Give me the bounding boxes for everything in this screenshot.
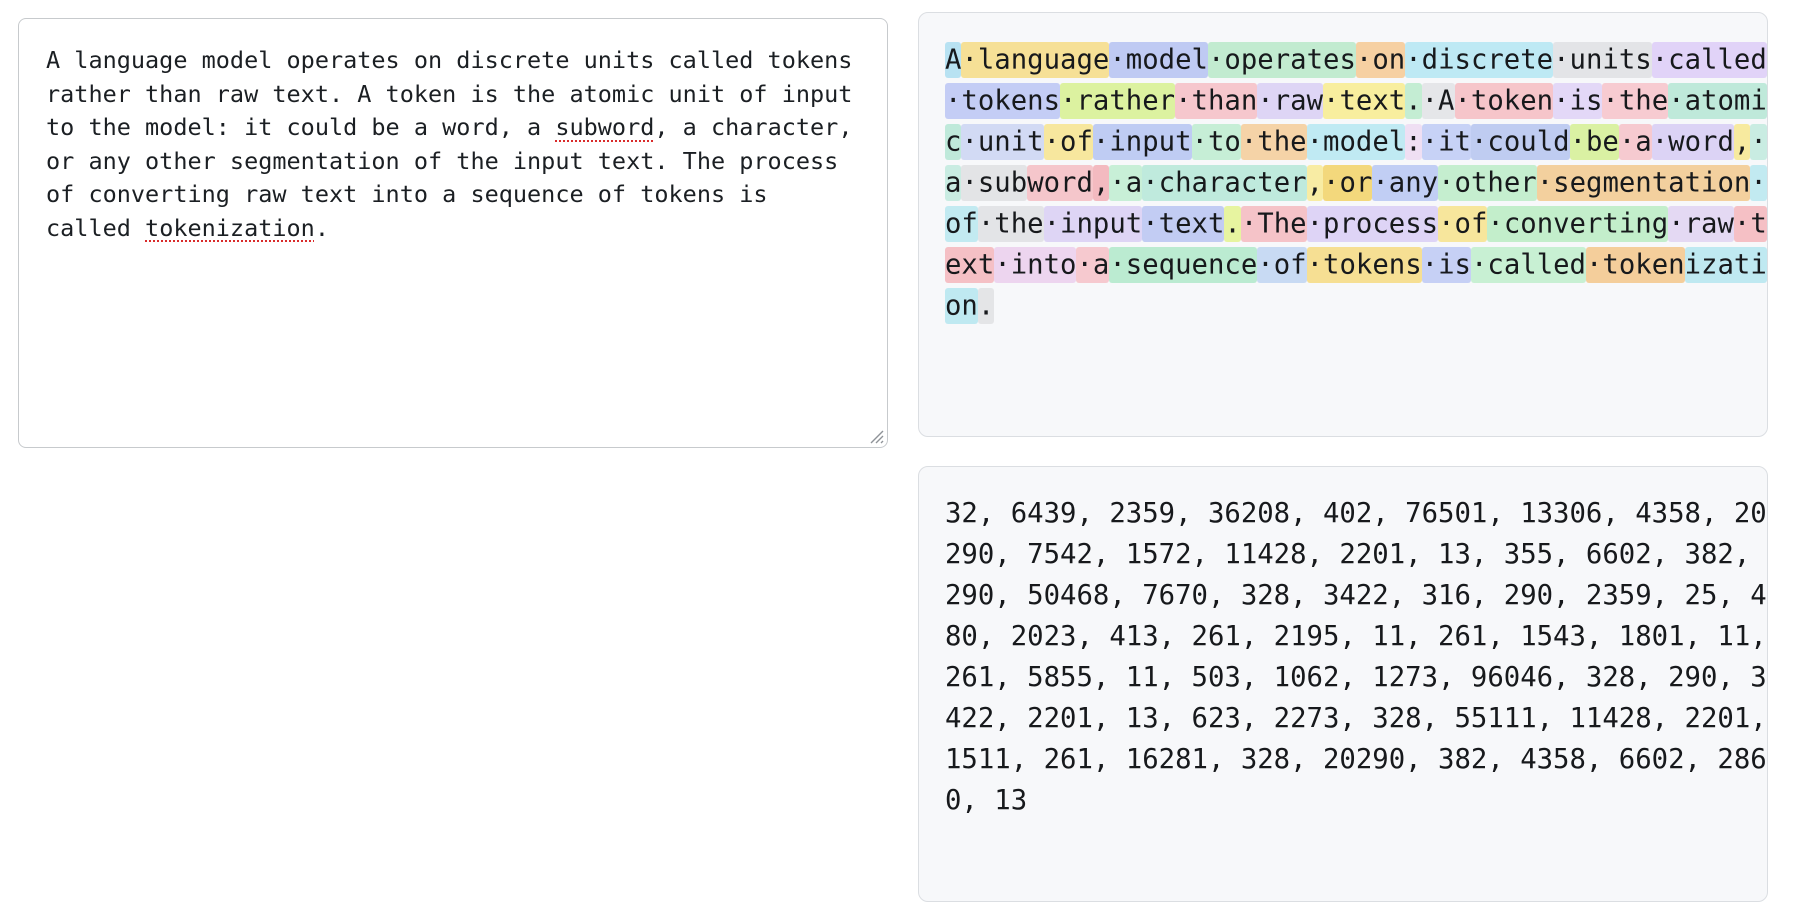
token-ids-text: 32, 6439, 2359, 36208, 402, 76501, 13306… — [945, 498, 1784, 816]
token: ·a — [1618, 123, 1652, 160]
token: ·to — [1191, 123, 1241, 160]
token: ·into — [994, 246, 1077, 283]
resize-handle-icon[interactable] — [868, 428, 884, 444]
token: ·rather — [1060, 82, 1176, 119]
token: ·is — [1553, 82, 1603, 119]
token: ·text — [1142, 205, 1225, 242]
token: ·the — [977, 205, 1044, 242]
misspelled-word: tokenization — [145, 213, 315, 242]
token: ·tokens — [1306, 246, 1422, 283]
token-stream: A·language·model·operates·on·discrete·un… — [945, 39, 1769, 326]
token: word — [1027, 164, 1093, 201]
token: ·the — [1602, 82, 1669, 119]
token: ·segmentation — [1536, 164, 1751, 201]
token: ·operates — [1207, 41, 1356, 78]
token: , — [1306, 164, 1324, 201]
token: ·token — [1454, 82, 1554, 119]
input-text-segment: . — [314, 213, 329, 242]
token: ·A — [1421, 82, 1455, 119]
token: , — [1733, 123, 1751, 160]
token: ·called — [1470, 246, 1586, 283]
token: ·input — [1092, 123, 1192, 160]
token: , — [1092, 164, 1110, 201]
tokenized-text-panel: A·language·model·operates·on·discrete·un… — [918, 12, 1768, 437]
token: ·the — [1240, 123, 1307, 160]
token: ·process — [1306, 205, 1439, 242]
token: ·text — [1323, 82, 1406, 119]
misspelled-word: subword — [555, 113, 655, 141]
token: A — [945, 41, 962, 78]
token: ·is — [1421, 246, 1471, 283]
token: ·on — [1355, 41, 1406, 78]
token: ·it — [1421, 123, 1471, 160]
token: ·of — [1257, 246, 1307, 283]
text-input[interactable]: A language model operates on discrete un… — [18, 18, 888, 448]
token: ·any — [1372, 164, 1439, 201]
token: ·unit — [961, 123, 1044, 160]
token: ·tokens — [945, 82, 1061, 119]
token: ·of — [1438, 205, 1488, 242]
token: : — [1405, 123, 1422, 160]
token: ·character — [1142, 164, 1307, 201]
token: . — [1405, 82, 1422, 119]
token: ·a — [1076, 246, 1110, 283]
token: ·be — [1569, 123, 1619, 160]
token: ·other — [1438, 164, 1537, 201]
token: ·word — [1651, 123, 1734, 160]
token: ·sub — [961, 164, 1028, 201]
input-text-segment: A language model operates on discrete un… — [46, 46, 867, 141]
token: ·The — [1240, 205, 1307, 242]
token: . — [1224, 205, 1241, 242]
token: ·raw — [1257, 82, 1324, 119]
input-text: A language model operates on discrete un… — [46, 44, 860, 245]
token: ·sequence — [1109, 246, 1258, 283]
token: ·or — [1323, 164, 1373, 201]
token: ·language — [961, 41, 1110, 78]
token: ·raw — [1668, 205, 1734, 242]
token: ·input — [1043, 205, 1143, 242]
token: ·model — [1306, 123, 1406, 160]
token: ·a — [1109, 164, 1143, 201]
token-ids-panel: 32, 6439, 2359, 36208, 402, 76501, 13306… — [918, 466, 1768, 902]
token: ·could — [1470, 123, 1570, 160]
token: ·model — [1109, 41, 1208, 78]
token: ·called — [1651, 41, 1767, 78]
input-text-segment: , a character, or any other segmentation… — [46, 113, 867, 242]
token: ·units — [1553, 41, 1652, 78]
token: . — [977, 287, 995, 324]
token: ·than — [1175, 82, 1258, 119]
token: ·token — [1586, 246, 1685, 283]
token: ·of — [1043, 123, 1093, 160]
token: ·converting — [1487, 205, 1669, 242]
token: ·discrete — [1405, 41, 1554, 78]
